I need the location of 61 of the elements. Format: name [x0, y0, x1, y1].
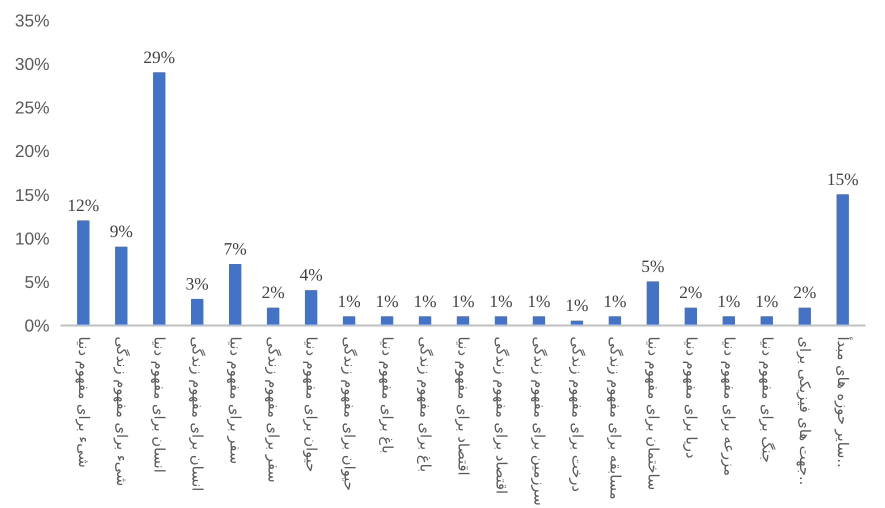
bar	[153, 72, 166, 326]
y-tick-label: 25%	[14, 98, 50, 118]
data-label: 1%	[603, 292, 626, 311]
data-label: 1%	[338, 292, 361, 311]
x-tick-label: حیوان برای مفهوم زندگی	[340, 336, 359, 491]
y-tick-label: 0%	[24, 316, 50, 336]
bar	[304, 290, 318, 326]
x-tick-label: شیء برای مفهوم دنیا	[74, 336, 92, 468]
x-tick-label: مسابقه برای مفهوم زندگی	[606, 336, 624, 500]
data-label: 3%	[186, 274, 209, 294]
x-tick-label: ساختمان برای مفهوم دنیا	[644, 336, 662, 490]
data-label: 1%	[565, 296, 588, 316]
x-tick-label: درخت برای مفهوم زندگی	[568, 336, 586, 492]
x-tick-label: سایر حوزه های مبدأ..	[834, 336, 854, 468]
bar	[836, 194, 849, 326]
data-label: 1%	[413, 292, 437, 311]
x-tick-label: باغ برای مفهوم زندگی	[416, 336, 435, 472]
x-tick-label: اقتصاد برای مفهوم دنیا	[454, 336, 472, 476]
x-tick-label: سرزمین برای مفهوم زندگی	[530, 336, 548, 506]
data-label: 5%	[641, 256, 664, 276]
y-tick-label: 35%	[14, 10, 50, 30]
y-tick-label: 10%	[14, 228, 50, 248]
x-tick-label: سفر برای مفهوم دنیا	[226, 336, 244, 464]
y-tick-label: 30%	[14, 54, 50, 74]
x-tick-label: مزرعه برای مفهوم دنیا	[720, 336, 738, 476]
bar	[115, 246, 128, 326]
x-tick-label: جنگ برای مفهوم دنیا	[758, 336, 776, 463]
data-label: 9%	[110, 222, 133, 242]
bar	[266, 308, 280, 326]
data-label: 2%	[262, 283, 285, 302]
x-tick-label: شیء برای مفهوم زندگی	[112, 336, 131, 486]
data-label: 1%	[451, 292, 475, 311]
y-tick-label: 20%	[14, 141, 50, 162]
bar	[191, 298, 204, 326]
data-label: 2%	[679, 283, 702, 302]
data-label: 15%	[826, 170, 859, 189]
bar	[228, 264, 242, 326]
x-tick-label: اقتصاد برای مفهوم زندگی	[492, 336, 510, 494]
data-label: 2%	[793, 283, 816, 302]
bar	[684, 308, 698, 326]
y-tick-label: 15%	[14, 184, 50, 205]
data-label: 1%	[755, 292, 778, 311]
data-label: 1%	[489, 292, 513, 311]
x-tick-label: باغ برای مفهوم دنیا	[378, 336, 396, 454]
bar	[77, 220, 90, 326]
data-label: 12%	[67, 196, 100, 215]
data-label: 1%	[376, 292, 399, 311]
x-tick-label: جهت های فیزیکی برای..	[796, 336, 814, 486]
bar	[798, 308, 811, 326]
data-label: 4%	[300, 266, 323, 285]
data-label: 1%	[527, 292, 551, 311]
x-tick-label: انسان برای مفهوم دنیا	[150, 336, 168, 473]
x-tick-label: سفر برای مفهوم زندگی	[264, 336, 283, 483]
data-label: 7%	[224, 240, 247, 258]
bar	[646, 281, 660, 326]
x-tick-label: انسان برای مفهوم زندگی	[188, 336, 207, 492]
x-tick-label: حیوان برای مفهوم دنیا	[302, 336, 320, 472]
x-tick-label: دریا برای مفهوم دنیا	[682, 336, 700, 458]
data-label: 1%	[717, 292, 740, 311]
data-label: 29%	[143, 48, 176, 67]
y-tick-label: 5%	[24, 272, 50, 292]
